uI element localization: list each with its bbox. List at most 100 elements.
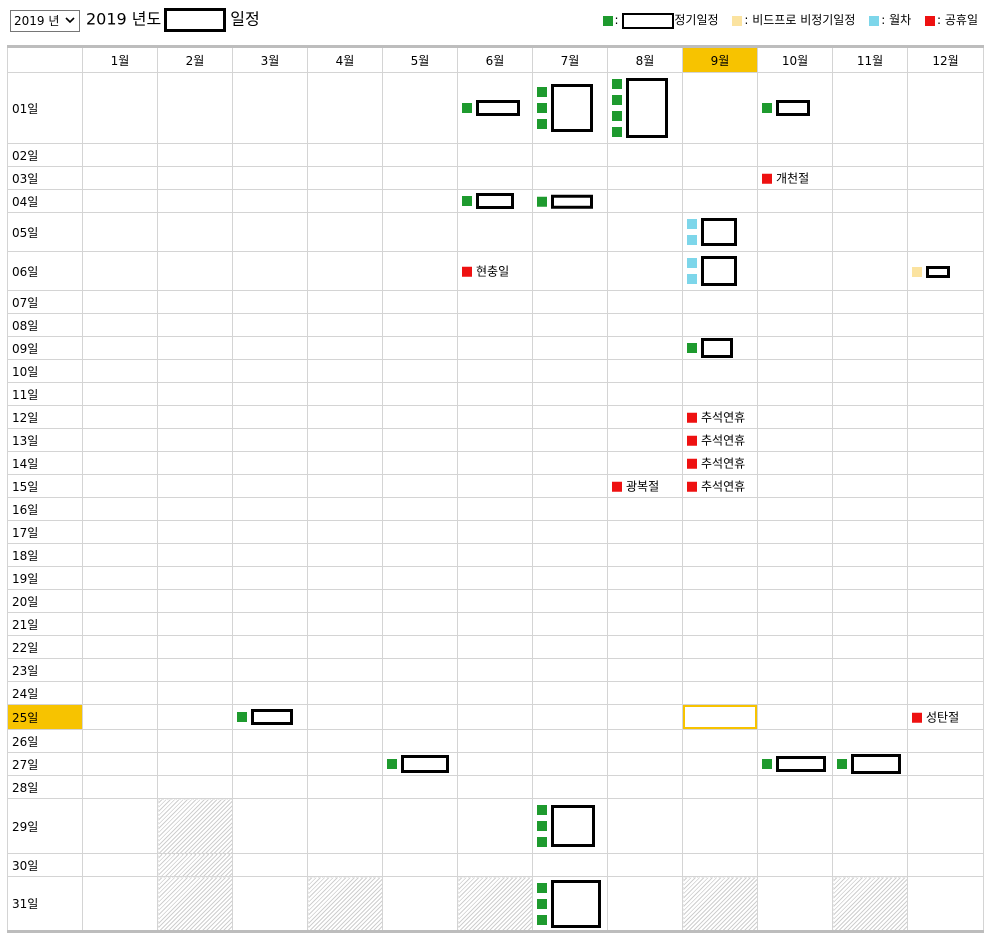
day-cell[interactable] — [157, 520, 233, 544]
day-cell[interactable] — [307, 405, 383, 429]
day-cell[interactable] — [157, 143, 233, 167]
day-cell[interactable] — [307, 72, 383, 144]
day-cell[interactable] — [307, 566, 383, 590]
day-cell[interactable] — [232, 474, 308, 498]
day-cell[interactable] — [382, 543, 458, 567]
day-cell[interactable] — [457, 189, 533, 213]
day-cell[interactable] — [832, 543, 908, 567]
day-cell[interactable] — [157, 166, 233, 190]
day-cell[interactable] — [382, 752, 458, 776]
day-cell[interactable] — [907, 428, 984, 452]
day-cell[interactable] — [82, 336, 158, 360]
day-cell[interactable] — [607, 451, 683, 475]
holiday-event[interactable]: 광복절 — [612, 479, 659, 493]
day-cell[interactable] — [232, 853, 308, 877]
day-cell[interactable] — [307, 520, 383, 544]
day-cell[interactable] — [682, 166, 758, 190]
day-cell[interactable] — [307, 681, 383, 705]
day-cell[interactable] — [682, 313, 758, 337]
day-cell[interactable] — [757, 704, 833, 730]
day-cell[interactable] — [757, 405, 833, 429]
day-cell[interactable] — [157, 72, 233, 144]
day-cell[interactable] — [382, 635, 458, 659]
day-cell[interactable] — [307, 853, 383, 877]
day-cell[interactable] — [307, 451, 383, 475]
day-cell[interactable] — [307, 775, 383, 799]
day-cell[interactable] — [757, 382, 833, 406]
day-cell[interactable]: 광복절 — [607, 474, 683, 498]
day-cell[interactable] — [832, 566, 908, 590]
day-cell[interactable] — [457, 474, 533, 498]
day-cell[interactable] — [832, 635, 908, 659]
day-cell[interactable] — [82, 143, 158, 167]
day-cell[interactable] — [457, 775, 533, 799]
day-cell[interactable] — [907, 166, 984, 190]
day-cell[interactable] — [157, 428, 233, 452]
day-cell[interactable] — [382, 382, 458, 406]
day-cell[interactable] — [757, 72, 833, 144]
day-cell[interactable] — [232, 290, 308, 314]
day-cell[interactable] — [232, 520, 308, 544]
day-cell[interactable] — [382, 876, 458, 933]
day-cell[interactable] — [457, 451, 533, 475]
day-cell[interactable] — [832, 189, 908, 213]
day-cell[interactable] — [382, 474, 458, 498]
day-cell[interactable] — [457, 681, 533, 705]
day-cell[interactable] — [307, 612, 383, 636]
day-cell[interactable] — [307, 543, 383, 567]
day-cell[interactable] — [532, 543, 608, 567]
day-cell[interactable] — [757, 635, 833, 659]
day-cell[interactable] — [232, 635, 308, 659]
day-cell[interactable] — [232, 405, 308, 429]
day-cell[interactable] — [532, 251, 608, 291]
day-cell[interactable] — [607, 72, 683, 144]
day-cell[interactable] — [832, 853, 908, 877]
day-cell[interactable] — [532, 635, 608, 659]
month-header[interactable]: 8월 — [607, 45, 683, 73]
day-cell[interactable] — [907, 876, 984, 933]
day-cell[interactable] — [157, 474, 233, 498]
day-cell[interactable] — [532, 359, 608, 383]
month-header[interactable]: 3월 — [232, 45, 308, 73]
day-cell[interactable] — [457, 428, 533, 452]
day-cell[interactable] — [682, 775, 758, 799]
day-cell[interactable] — [532, 428, 608, 452]
day-cell[interactable] — [532, 212, 608, 252]
day-cell[interactable] — [757, 290, 833, 314]
day-cell[interactable] — [307, 428, 383, 452]
month-header[interactable]: 5월 — [382, 45, 458, 73]
month-header-current[interactable]: 9월 — [682, 45, 758, 73]
day-cell[interactable]: 현충일 — [457, 251, 533, 291]
day-cell[interactable] — [607, 798, 683, 854]
day-cell[interactable] — [532, 876, 608, 933]
day-cell[interactable] — [532, 658, 608, 682]
day-cell[interactable]: 추석연휴 — [682, 405, 758, 429]
day-cell[interactable] — [232, 752, 308, 776]
holiday-event[interactable]: 추석연휴 — [687, 410, 745, 424]
day-cell[interactable] — [382, 658, 458, 682]
day-cell[interactable] — [82, 566, 158, 590]
day-cell[interactable] — [682, 382, 758, 406]
day-cell[interactable] — [382, 589, 458, 613]
day-cell[interactable] — [307, 474, 383, 498]
day-cell[interactable] — [82, 313, 158, 337]
day-cell[interactable] — [232, 166, 308, 190]
month-header[interactable]: 6월 — [457, 45, 533, 73]
day-cell[interactable] — [232, 775, 308, 799]
day-cell[interactable] — [382, 313, 458, 337]
day-cell[interactable] — [907, 752, 984, 776]
calendar-event-group[interactable] — [687, 213, 737, 251]
day-cell[interactable] — [232, 359, 308, 383]
day-cell[interactable] — [382, 681, 458, 705]
day-cell[interactable] — [757, 876, 833, 933]
day-cell[interactable] — [832, 589, 908, 613]
day-cell[interactable] — [907, 72, 984, 144]
day-cell[interactable] — [232, 729, 308, 753]
day-cell[interactable] — [157, 212, 233, 252]
day-cell[interactable] — [607, 212, 683, 252]
day-cell[interactable] — [382, 853, 458, 877]
day-cell[interactable] — [382, 405, 458, 429]
day-cell[interactable] — [307, 143, 383, 167]
holiday-event[interactable]: 개천절 — [762, 171, 809, 185]
day-cell[interactable] — [457, 752, 533, 776]
